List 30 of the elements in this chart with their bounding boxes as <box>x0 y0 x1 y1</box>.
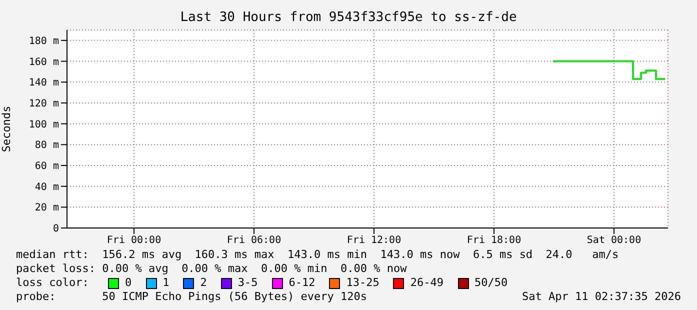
text: 3-5 <box>236 276 258 290</box>
text: 26-49 <box>409 276 444 290</box>
text: loss color: <box>16 276 90 290</box>
y-tick-label: 120 m <box>28 98 59 110</box>
chart-title: Last 30 Hours from 9543f33cf95e to ss-zf-de <box>179 10 518 25</box>
text: 13-25 <box>345 276 380 290</box>
text: Sat Apr 11 02:37:35 2026 <box>522 290 681 304</box>
y-tick-label: 140 m <box>28 78 59 89</box>
x-tick-label: Fri 18:00 <box>466 235 522 246</box>
text: 50/50 <box>474 276 508 290</box>
y-tick-label: 0 <box>52 224 59 235</box>
x-tick-label: Sat 00:00 <box>586 235 642 246</box>
y-tick-label: 180 m <box>28 36 59 47</box>
text: packet loss: 0.00 % avg 0.00 % max 0.00 % min 0.00 % now <box>16 262 408 276</box>
text: 0 <box>124 276 132 290</box>
x-tick-label: Fri 06:00 <box>226 235 282 246</box>
y-tick-label: 100 m <box>28 119 59 130</box>
y-tick-label: 40 m <box>34 182 59 193</box>
y-tick-label: 60 m <box>34 161 59 172</box>
x-tick-label: Fri 00:00 <box>106 235 162 246</box>
text: 2 <box>199 276 207 290</box>
y-tick-label: 160 m <box>28 56 59 68</box>
text: median rtt: 156.2 ms avg 160.3 ms max 143.0 ms min 143.0 ms now 6.5 ms sd 24.0 am/s <box>16 248 620 262</box>
y-axis-title: Seconds <box>0 106 13 152</box>
text: probe: 50 ICMP Echo Pings (56 Bytes) every 120s <box>16 290 367 304</box>
y-tick-label: 80 m <box>34 140 59 152</box>
text: 6-12 <box>288 276 316 290</box>
x-tick-label: Fri 12:00 <box>346 235 402 246</box>
text: 1 <box>162 276 170 290</box>
y-tick-label: 20 m <box>34 202 59 214</box>
